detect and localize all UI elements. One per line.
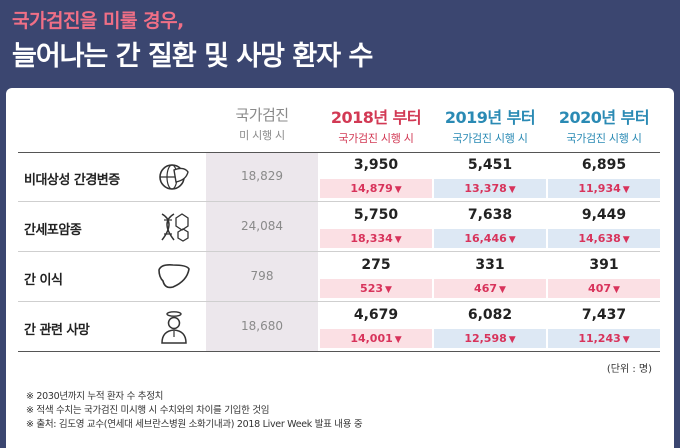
diff-2020: 11,243 ▼	[548, 329, 660, 348]
value-2020: 6,895	[581, 157, 627, 173]
dna-icon	[161, 213, 189, 242]
down-arrow-icon: ▼	[622, 185, 630, 195]
value-2020: 9,449	[581, 207, 627, 223]
liver-globe-icon	[159, 164, 189, 190]
value-2018: 275	[361, 257, 391, 273]
value-2019: 7,638	[467, 207, 513, 223]
header: 국가검진을 미룰 경우, 늘어나는 간 질환 및 사망 환자 수	[0, 0, 680, 86]
footnote: ※ 적색 수치는 국가검진 미시행 시 수치와의 차이를 기입한 것임	[26, 405, 270, 416]
value-2019: 331	[475, 257, 505, 273]
diff-2018: 18,334 ▼	[320, 229, 432, 248]
value-2020: 7,437	[581, 307, 627, 323]
table-card: 국가검진 미 시행 시 2018년 부터 국가검진 시행 시 2019년 부터 …	[6, 88, 674, 448]
down-arrow-icon: ▼	[508, 235, 516, 245]
table-row: 비대상성 간경변증 18,829 3,950 5,451 6,895 14,87…	[6, 152, 674, 202]
liver-icon	[158, 264, 190, 289]
down-arrow-icon: ▼	[508, 185, 516, 195]
angel-person-icon	[161, 311, 187, 344]
table-row: 간 관련 사망 18,680 4,679 6,082 7,437 14,001 ▼…	[6, 302, 674, 352]
subtitle: 국가검진을 미룰 경우,	[12, 10, 184, 32]
diff-2020: 11,934 ▼	[548, 179, 660, 198]
no-exam-value: 24,084	[241, 219, 283, 233]
page-title: 늘어나는 간 질환 및 사망 환자 수	[12, 41, 373, 72]
row-label: 간세포암종	[24, 223, 82, 238]
diff-2018: 14,879 ▼	[320, 179, 432, 198]
value-2019: 5,451	[467, 157, 513, 173]
diff-2020: 407 ▼	[548, 279, 660, 298]
value-2019: 6,082	[467, 307, 513, 323]
row-label: 간 이식	[24, 273, 63, 288]
column-header-2018: 2018년 부터 국가검진 시행 시	[330, 108, 422, 145]
no-exam-value: 18,829	[241, 169, 283, 183]
down-arrow-icon: ▼	[385, 285, 392, 295]
no-exam-value: 18,680	[241, 319, 283, 333]
value-2020: 391	[589, 257, 619, 273]
value-2018: 5,750	[353, 207, 399, 223]
down-arrow-icon: ▼	[394, 185, 402, 195]
down-arrow-icon: ▼	[622, 335, 630, 345]
no-exam-column-shade	[206, 152, 318, 352]
diff-2019: 16,446 ▼	[434, 229, 546, 248]
table-row: 간 이식 798 275 331 391 523 ▼ 467 ▼ 407 ▼	[6, 252, 674, 302]
row-label: 비대상성 간경변증	[24, 173, 120, 188]
no-exam-value: 798	[250, 269, 274, 283]
down-arrow-icon: ▼	[394, 335, 402, 345]
down-arrow-icon: ▼	[394, 235, 402, 245]
diff-2018: 14,001 ▼	[320, 329, 432, 348]
value-2018: 4,679	[353, 307, 399, 323]
down-arrow-icon: ▼	[613, 285, 620, 295]
footnotes: ※ 2030년까지 누적 환자 수 추정치 ※ 적색 수치는 국가검진 미시행 …	[26, 390, 363, 432]
value-2018: 3,950	[353, 157, 399, 173]
footnote: ※ 출처: 김도영 교수(연세대 세브란스병원 소화기내과) 2018 Live…	[26, 419, 363, 430]
down-arrow-icon: ▼	[499, 285, 506, 295]
diff-2019: 12,598 ▼	[434, 329, 546, 348]
footnote: ※ 2030년까지 누적 환자 수 추정치	[26, 391, 164, 402]
table-row: 간세포암종 24,084 5,750 7,638 9,449 18,334 ▼ 1…	[6, 202, 674, 252]
down-arrow-icon: ▼	[622, 235, 630, 245]
diff-2020: 14,638 ▼	[548, 229, 660, 248]
diff-2018: 523 ▼	[320, 279, 432, 298]
down-arrow-icon: ▼	[508, 335, 516, 345]
diff-2019: 13,378 ▼	[434, 179, 546, 198]
column-header-2019: 2019년 부터 국가검진 시행 시	[444, 108, 536, 145]
diff-2019: 467 ▼	[434, 279, 546, 298]
column-header-2020: 2020년 부터 국가검진 시행 시	[558, 108, 650, 145]
column-header-no-exam: 국가검진 미 시행 시	[235, 106, 289, 142]
row-label: 간 관련 사망	[24, 323, 90, 338]
unit-label: (단위 : 명)	[606, 364, 652, 375]
